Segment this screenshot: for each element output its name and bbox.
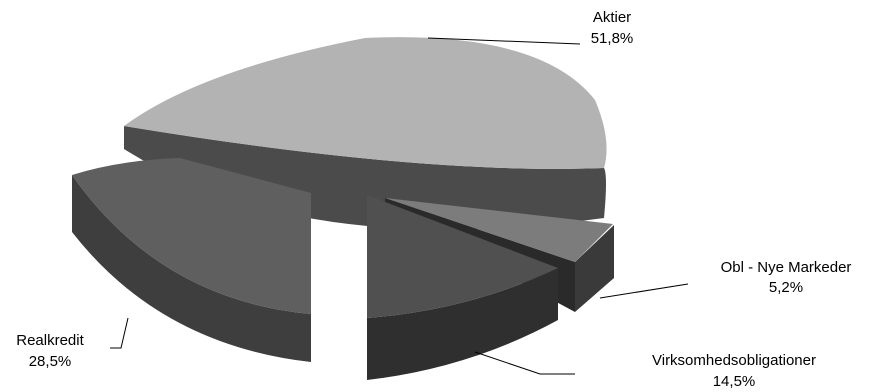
slice-virksomhed [367, 195, 558, 318]
label-aktier: Aktier [593, 9, 631, 26]
pct-obl: 5,2% [769, 279, 803, 296]
pct-virksomhed: 14,5% [713, 373, 756, 390]
slice-virksomhed-side [367, 268, 558, 380]
label-obl: Obl - Nye Markeder [721, 259, 852, 276]
leader-realkredit [110, 317, 129, 349]
slice-realkredit [72, 158, 311, 314]
leader-aktier [427, 37, 581, 45]
pct-realkredit: 28,5% [29, 353, 72, 370]
slice-aktier-side [124, 126, 606, 230]
label-virksomhed: Virksomhedsobligationer [652, 352, 816, 369]
slice-aktier [124, 37, 607, 169]
leader-virksomhed [474, 351, 575, 375]
slice-obl [385, 198, 613, 262]
pct-aktier: 51,8% [591, 30, 634, 47]
slice-realkredit-side [72, 175, 311, 362]
leader-obl [599, 283, 689, 299]
slice-obl-side [575, 225, 614, 312]
label-realkredit: Realkredit [16, 332, 84, 349]
